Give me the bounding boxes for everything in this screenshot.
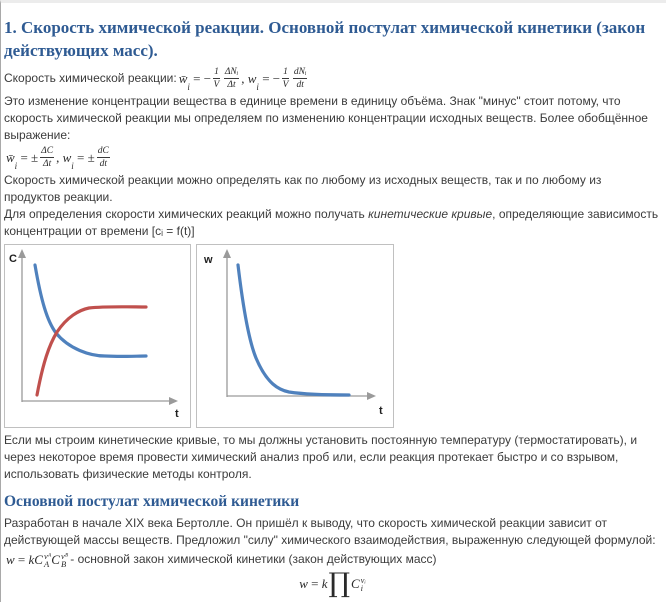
- x-axis-label: t: [379, 405, 383, 417]
- paragraph-minus-sign-explanation: Это изменение концентрации вещества в ед…: [4, 94, 648, 142]
- rate-chart-canvas: w t: [203, 249, 383, 417]
- paragraph-kinetic-curves: Для определения скорости химических реак…: [4, 206, 661, 240]
- x-axis-arrow-icon: [367, 392, 376, 400]
- rate-definition-lead-text: Скорость химической реакции:: [4, 71, 177, 85]
- x-axis-arrow-icon: [169, 397, 178, 405]
- formula-rate-definition-row: Скорость химической реакции: w̄ i = −1 V ΔN…: [4, 67, 661, 92]
- paragraph-any-substance: Скорость химической реакции можно опреде…: [4, 173, 602, 204]
- figures-row: C t w t: [4, 244, 661, 428]
- figure-rate-vs-time: w t: [196, 244, 394, 428]
- y-axis-label: w: [203, 254, 213, 266]
- x-axis-label: t: [175, 408, 179, 420]
- curve-reactant-concentration: [33, 263, 148, 359]
- curve-product-concentration: [35, 305, 148, 397]
- paragraph-bertollet: Разработан в начале XIX века Бертолле. О…: [4, 516, 656, 547]
- mass-action-law-caption: - основной закон химической кинетики (за…: [70, 552, 437, 566]
- y-axis-arrow-icon: [18, 249, 26, 258]
- page-title: 1. Скорость химической реакции. Основной…: [4, 18, 646, 60]
- kinetic-curves-text-pre: Для определения скорости химических реак…: [4, 207, 369, 221]
- curve-reaction-rate: [236, 263, 351, 397]
- figure-concentration-vs-time: C t: [4, 244, 191, 428]
- section-heading-postulate: Основной постулат химической кинетики: [4, 493, 300, 510]
- paragraph-thermostat: Если мы строим кинетические кривые, то м…: [4, 433, 638, 481]
- kinetic-curves-text-post: , определяющие зависимость концентрации …: [4, 207, 659, 238]
- y-axis-arrow-icon: [223, 249, 231, 258]
- kinetic-curves-italic-term: кинетические кривые: [368, 207, 493, 221]
- concentration-chart-canvas: C t: [9, 249, 179, 420]
- y-axis-label: C: [9, 253, 17, 265]
